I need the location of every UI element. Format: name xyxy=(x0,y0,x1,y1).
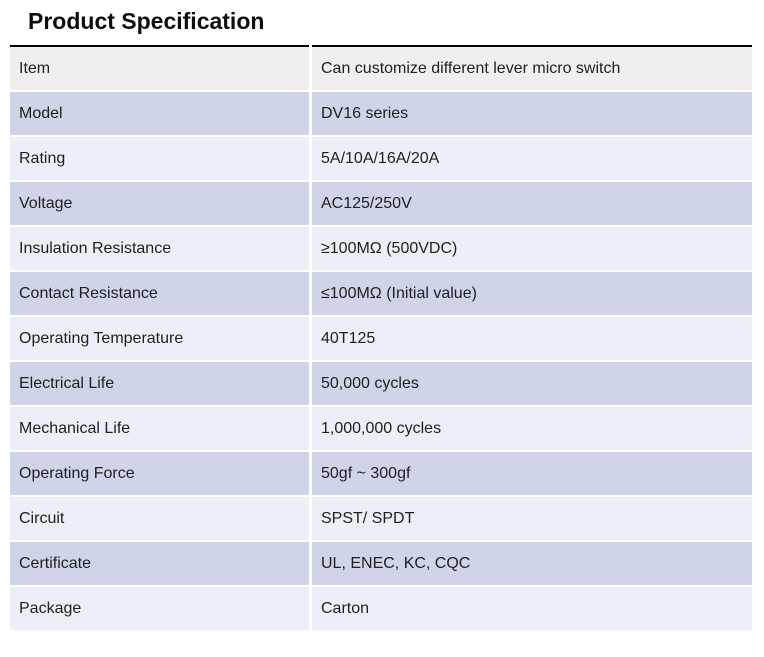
spec-value-cell: AC125/250V xyxy=(312,182,752,225)
table-row-model: Model DV16 series xyxy=(10,92,752,135)
spec-label-cell: Model xyxy=(10,92,309,135)
table-row-insulation-resistance: Insulation Resistance ≥100MΩ (500VDC) xyxy=(10,227,752,270)
table-row-operating-force: Operating Force 50gf ~ 300gf xyxy=(10,452,752,495)
spec-label-cell: Operating Temperature xyxy=(10,317,309,360)
product-specification-table: Item Can customize different lever micro… xyxy=(10,45,752,630)
spec-value-cell: Carton xyxy=(312,587,752,630)
spec-value-cell: 1,000,000 cycles xyxy=(312,407,752,450)
spec-label-cell: Voltage xyxy=(10,182,309,225)
table-header-row: Item Can customize different lever micro… xyxy=(10,45,752,90)
table-row-rating: Rating 5A/10A/16A/20A xyxy=(10,137,752,180)
spec-value-cell: ≥100MΩ (500VDC) xyxy=(312,227,752,270)
spec-value-cell: SPST/ SPDT xyxy=(312,497,752,540)
spec-value-cell: 50gf ~ 300gf xyxy=(312,452,752,495)
table-row-electrical-life: Electrical Life 50,000 cycles xyxy=(10,362,752,405)
header-item-cell: Item xyxy=(10,45,309,90)
table-row-contact-resistance: Contact Resistance ≤100MΩ (Initial value… xyxy=(10,272,752,315)
spec-label-cell: Operating Force xyxy=(10,452,309,495)
spec-label-cell: Rating xyxy=(10,137,309,180)
spec-label-cell: Contact Resistance xyxy=(10,272,309,315)
header-description-cell: Can customize different lever micro swit… xyxy=(312,45,752,90)
spec-label-cell: Circuit xyxy=(10,497,309,540)
spec-label-cell: Package xyxy=(10,587,309,630)
spec-label-cell: Insulation Resistance xyxy=(10,227,309,270)
spec-value-cell: UL, ENEC, KC, CQC xyxy=(312,542,752,585)
table-row-operating-temperature: Operating Temperature 40T125 xyxy=(10,317,752,360)
page-title: Product Specification xyxy=(28,8,265,34)
table-row-certificate: Certificate UL, ENEC, KC, CQC xyxy=(10,542,752,585)
table-row-package: Package Carton xyxy=(10,587,752,630)
spec-value-cell: ≤100MΩ (Initial value) xyxy=(312,272,752,315)
spec-value-cell: DV16 series xyxy=(312,92,752,135)
table-row-circuit: Circuit SPST/ SPDT xyxy=(10,497,752,540)
spec-value-cell: 50,000 cycles xyxy=(312,362,752,405)
spec-value-cell: 5A/10A/16A/20A xyxy=(312,137,752,180)
spec-label-cell: Certificate xyxy=(10,542,309,585)
spec-label-cell: Mechanical Life xyxy=(10,407,309,450)
table-row-voltage: Voltage AC125/250V xyxy=(10,182,752,225)
table-row-mechanical-life: Mechanical Life 1,000,000 cycles xyxy=(10,407,752,450)
spec-value-cell: 40T125 xyxy=(312,317,752,360)
spec-label-cell: Electrical Life xyxy=(10,362,309,405)
